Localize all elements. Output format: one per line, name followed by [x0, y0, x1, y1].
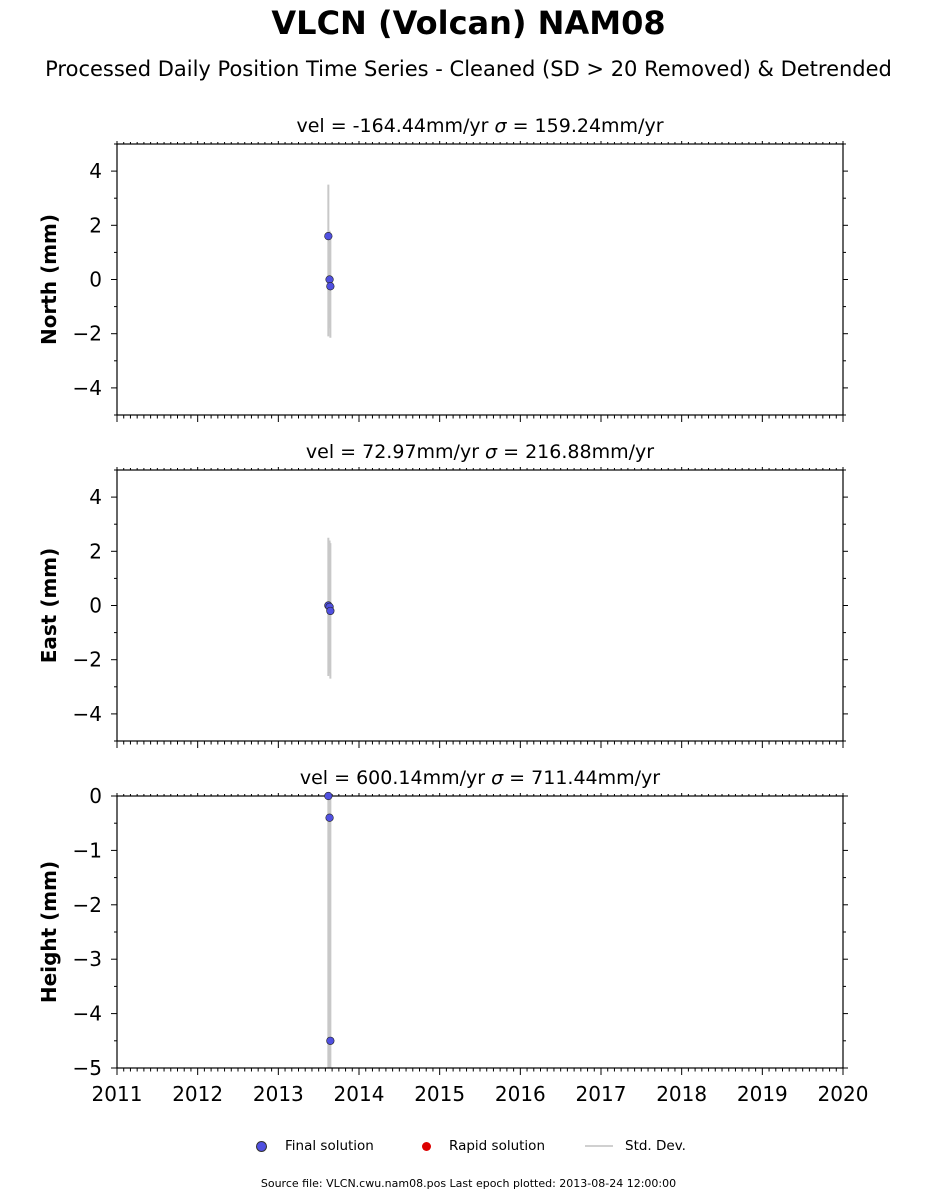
y-tick-label: −4 [73, 702, 102, 726]
x-tick-label: 2020 [818, 1082, 869, 1106]
source-footer: Source file: VLCN.cwu.nam08.pos Last epo… [260, 1177, 677, 1190]
panel-title: vel = -164.44mm/yr σ = 159.24mm/yr [296, 115, 663, 137]
sigma-label: = 216.88mm/yr [497, 441, 654, 463]
axes-frame [116, 469, 844, 742]
data-point [325, 275, 334, 284]
y-tick-label: 0 [89, 784, 102, 808]
sigma-symbol: σ [491, 767, 504, 789]
y-tick-label: −4 [73, 1002, 102, 1026]
chart-subtitle: Processed Daily Position Time Series - C… [45, 57, 892, 81]
data-point [326, 1036, 335, 1045]
y-axis-label: East (mm) [37, 548, 61, 664]
y-tick-label: 2 [89, 539, 102, 563]
y-tick-label: −4 [73, 376, 102, 400]
x-tick-label: 2014 [334, 1082, 385, 1106]
y-tick-label: −2 [73, 648, 102, 672]
legend-rapid-label: Rapid solution [449, 1138, 545, 1154]
data-point [326, 606, 335, 616]
x-tick-label: 2012 [172, 1082, 223, 1106]
y-tick-label: −2 [73, 893, 102, 917]
legend-rapid: Rapid solution [422, 1138, 545, 1154]
y-tick-label: 0 [89, 594, 102, 618]
x-tick-label: 2013 [253, 1082, 304, 1106]
data-point [325, 813, 334, 822]
legend-std-line [585, 1145, 613, 1147]
sigma-symbol: σ [485, 441, 498, 463]
panel-title: vel = 600.14mm/yr σ = 711.44mm/yr [300, 767, 660, 789]
y-tick-label: 0 [89, 268, 102, 292]
x-tick-label: 2011 [92, 1082, 143, 1106]
y-tick-label: −5 [73, 1056, 102, 1080]
data-point [326, 282, 335, 291]
y-tick-label: 4 [89, 159, 102, 183]
panel-title: vel = 72.97mm/yr σ = 216.88mm/yr [306, 441, 654, 463]
legend-final-label: Final solution [285, 1138, 374, 1154]
y-tick-label: −2 [73, 322, 102, 346]
sigma-label: = 159.24mm/yr [507, 115, 664, 137]
x-tick-label: 2015 [414, 1082, 465, 1106]
legend-final-marker [256, 1140, 267, 1152]
legend-std-label: Std. Dev. [625, 1138, 686, 1154]
x-tick-label: 2019 [737, 1082, 788, 1106]
data-point [324, 791, 333, 801]
chart-title: VLCN (Volcan) NAM08 [271, 4, 666, 42]
axes-frame [116, 795, 844, 1069]
legend-final: Final solution [256, 1138, 374, 1154]
panel-north: vel = -164.44mm/yr σ = 159.24mm/yr 4 2 0 −2 −… [37, 115, 848, 422]
y-tick-label: 4 [89, 485, 102, 509]
sigma-symbol: σ [495, 115, 508, 137]
x-tick-label: 2018 [656, 1082, 707, 1106]
y-axis-label: Height (mm) [37, 861, 61, 1003]
panel-east: vel = 72.97mm/yr σ = 216.88mm/yr 4 2 0 −2 −4 E… [37, 441, 848, 748]
y-axis-label: North (mm) [37, 214, 61, 345]
y-tick-label: −1 [73, 838, 102, 862]
y-tick-label: 2 [89, 213, 102, 237]
x-tick-label: 2016 [495, 1082, 546, 1106]
velocity-label: vel = -164.44mm/yr [296, 115, 494, 137]
data-point [324, 232, 333, 241]
axes-frame [116, 143, 844, 416]
panel-height: vel = 600.14mm/yr σ = 711.44mm/yr 0 −1 −2 −3… [37, 767, 868, 1106]
y-tick-label: −3 [73, 947, 102, 971]
sigma-label: = 711.44mm/yr [503, 767, 660, 789]
velocity-label: vel = 600.14mm/yr [300, 767, 491, 789]
legend-rapid-marker [422, 1141, 431, 1151]
velocity-label: vel = 72.97mm/yr [306, 441, 485, 463]
x-tick-label: 2017 [576, 1082, 627, 1106]
legend-std: Std. Dev. [585, 1138, 686, 1154]
